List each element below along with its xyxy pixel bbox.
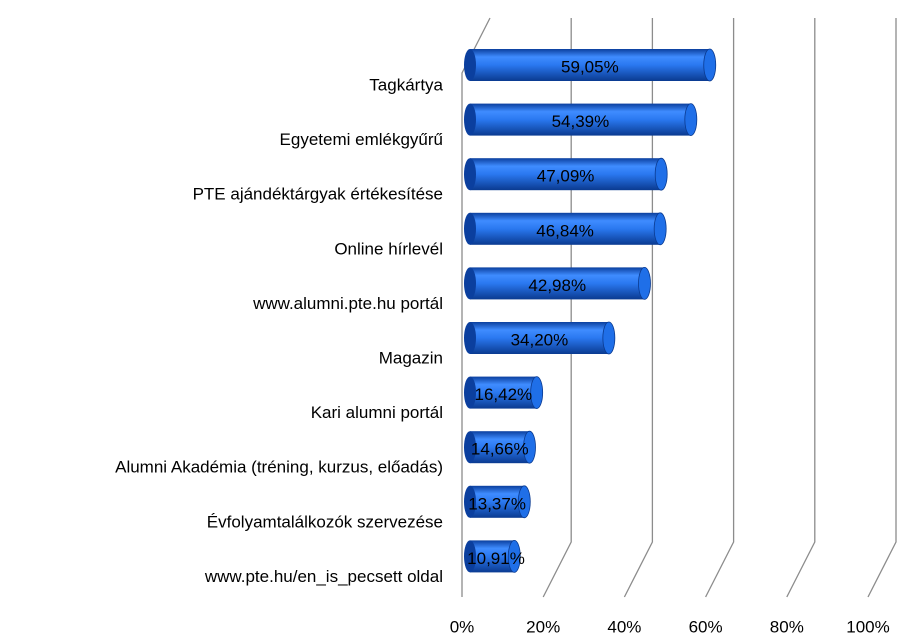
value-label: 34,20% bbox=[511, 330, 569, 349]
value-label: 46,84% bbox=[536, 221, 594, 240]
bar-base bbox=[464, 158, 476, 191]
value-label: 10,91% bbox=[467, 549, 525, 568]
value-label: 42,98% bbox=[528, 276, 586, 295]
x-tick-label: 40% bbox=[607, 617, 641, 636]
bar bbox=[470, 267, 645, 300]
bar-cap bbox=[684, 103, 698, 136]
y-tick-label: www.pte.hu/en_is_pecsett oldal bbox=[204, 567, 443, 586]
bar-cap bbox=[530, 376, 544, 410]
y-tick-label: Alumni Akadémia (tréning, kurzus, előadá… bbox=[115, 458, 443, 477]
bar-base bbox=[464, 267, 476, 300]
bar-cap bbox=[602, 321, 616, 355]
grid-line bbox=[542, 18, 572, 598]
bar-cap bbox=[653, 212, 667, 246]
bar-cap bbox=[654, 157, 668, 191]
bar bbox=[470, 540, 515, 573]
x-tick-label: 0% bbox=[450, 617, 475, 636]
value-label: 16,42% bbox=[474, 385, 532, 404]
x-tick-label: 20% bbox=[526, 617, 560, 636]
bar-base bbox=[464, 49, 476, 81]
value-label: 14,66% bbox=[471, 440, 529, 459]
bar-base bbox=[464, 485, 476, 518]
grid-line bbox=[786, 18, 816, 598]
bar-cap bbox=[517, 485, 531, 519]
y-tick-label: www.alumni.pte.hu portál bbox=[252, 294, 443, 313]
bar-cap bbox=[703, 48, 717, 82]
y-tick-label: Évfolyamtalálkozók szervezése bbox=[207, 512, 443, 531]
grid-line bbox=[461, 17, 491, 597]
grid-line bbox=[705, 18, 735, 598]
bar bbox=[470, 376, 537, 409]
bar bbox=[470, 158, 662, 191]
x-tick-label: 100% bbox=[846, 617, 889, 636]
value-label: 59,05% bbox=[561, 57, 619, 76]
bar-base bbox=[464, 376, 476, 409]
bar bbox=[470, 103, 691, 136]
value-label: 13,37% bbox=[468, 494, 526, 513]
x-tick-label: 80% bbox=[770, 617, 804, 636]
bar-cap bbox=[638, 266, 651, 300]
bar-base bbox=[464, 103, 476, 136]
y-tick-label: Kari alumni portál bbox=[311, 403, 443, 422]
bar-base bbox=[464, 212, 476, 245]
bar bbox=[470, 485, 525, 518]
y-tick-label: Magazin bbox=[379, 348, 443, 367]
bar bbox=[470, 431, 530, 464]
x-tick-label: 60% bbox=[689, 617, 723, 636]
y-tick-label: Egyetemi emlékgyűrű bbox=[280, 130, 443, 149]
grid-line bbox=[867, 18, 897, 598]
bar-base bbox=[464, 322, 476, 354]
value-label: 47,09% bbox=[537, 167, 595, 186]
y-tick-label: Tagkártya bbox=[369, 75, 443, 94]
value-label: 54,39% bbox=[552, 112, 610, 131]
y-tick-label: Online hírlevél bbox=[334, 239, 443, 258]
bar-cap bbox=[523, 430, 536, 464]
bar bbox=[470, 212, 661, 245]
bar-base bbox=[464, 540, 476, 573]
bar bbox=[470, 49, 710, 81]
y-tick-label: PTE ajándéktárgyak értékesítése bbox=[193, 185, 443, 204]
bar-base bbox=[464, 431, 476, 464]
bar-cap bbox=[507, 540, 521, 573]
grid-line bbox=[623, 18, 654, 598]
bar bbox=[470, 322, 609, 354]
